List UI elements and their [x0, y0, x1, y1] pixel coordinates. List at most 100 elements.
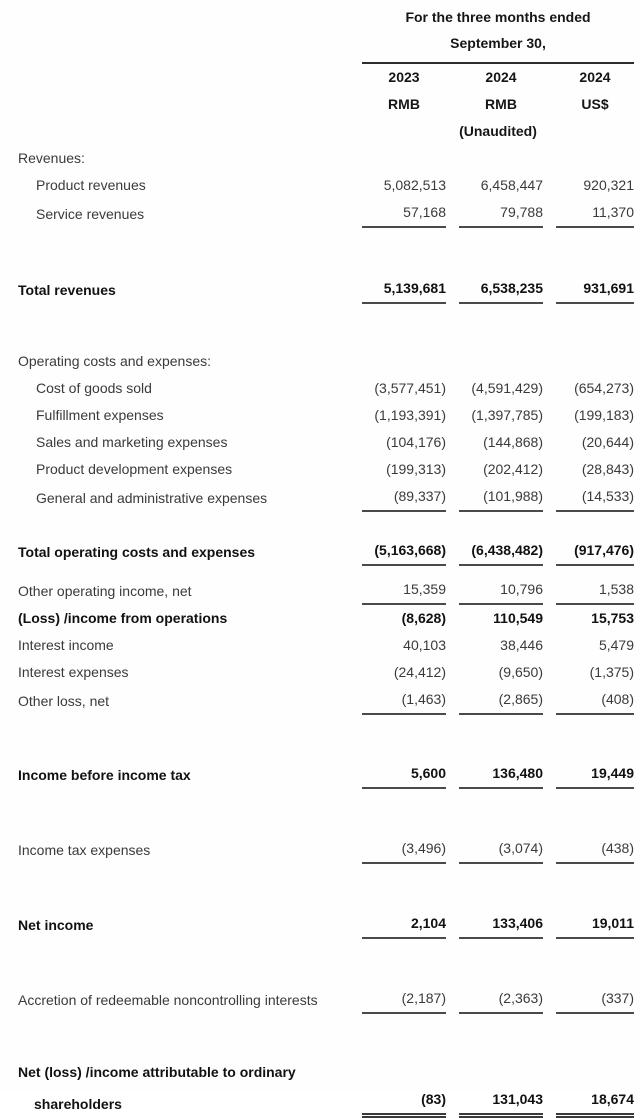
table-row: Total operating costs and expenses (5,16… — [18, 537, 634, 566]
table-row: General and administrative expenses (89,… — [18, 483, 634, 512]
value-cell-2024-rmb: (101,988) — [459, 483, 543, 512]
row-spacer — [18, 864, 634, 910]
table-row: Total revenues 5,139,681 6,538,235 931,6… — [18, 275, 634, 304]
value-cell-2024-usd: 19,011 — [556, 910, 634, 939]
row-label: Fulfillment expenses — [36, 407, 164, 423]
row-label: Interest income — [18, 637, 114, 653]
value-cell-2023-rmb: (5,163,668) — [362, 537, 446, 566]
table-row: Product revenues 5,082,513 6,458,447 920… — [18, 172, 634, 199]
period-header: For the three months ended September 30, — [362, 4, 634, 64]
table-row: (Loss) /income from operations (8,628) 1… — [18, 605, 634, 632]
table-row: Income before income tax 5,600 136,480 1… — [18, 760, 634, 789]
value-cell-2024-rmb: (6,438,482) — [459, 537, 543, 566]
row-spacer — [18, 1014, 634, 1059]
value-cell-2024-usd: (1,375) — [589, 664, 634, 680]
value-cell-2024-rmb: (4,591,429) — [471, 380, 543, 396]
row-label: Accretion of redeemable noncontrolling i… — [18, 992, 318, 1008]
table-row: Interest expenses (24,412) (9,650) (1,37… — [18, 659, 634, 686]
row-label: Net income — [18, 917, 94, 933]
row-label: Revenues: — [18, 150, 85, 166]
row-label: Other operating income, net — [18, 583, 192, 599]
column-year-2023: 2023 — [388, 69, 420, 85]
row-label: Operating costs and expenses: — [18, 353, 212, 369]
row-spacer — [18, 304, 634, 348]
table-row: Fulfillment expenses (1,193,391) (1,397,… — [18, 402, 634, 429]
year-header-row: 2023 2024 2024 — [18, 64, 634, 91]
table-row: Other operating income, net 15,359 10,79… — [18, 576, 634, 605]
table-row: Interest income 40,103 38,446 5,479 — [18, 632, 634, 659]
unaudited-note: (Unaudited) — [459, 123, 537, 139]
column-year-2024-rmb: 2024 — [485, 69, 517, 85]
table-row: Operating costs and expenses: — [18, 348, 634, 375]
column-currency-rmb-2: RMB — [485, 96, 517, 112]
column-currency-rmb-1: RMB — [388, 96, 420, 112]
value-cell-2024-usd: (337) — [556, 985, 634, 1014]
value-cell-2023-rmb: 40,103 — [403, 637, 446, 653]
value-cell-2024-usd: (438) — [556, 835, 634, 864]
row-spacer — [18, 512, 634, 537]
table-body: Revenues: Product revenues 5,082,513 6,4… — [18, 145, 634, 1118]
value-cell-2023-rmb: 5,082,513 — [383, 177, 446, 193]
value-cell-2023-rmb: 5,600 — [362, 760, 446, 789]
value-cell-2024-rmb: 136,480 — [459, 760, 543, 789]
row-label: Cost of goods sold — [36, 380, 152, 396]
value-cell-2024-rmb: (1,397,785) — [471, 407, 543, 423]
table-row: Product development expenses (199,313) (… — [18, 456, 634, 483]
value-cell-2023-rmb: (89,337) — [362, 483, 446, 512]
value-cell-2024-usd: (20,644) — [581, 434, 634, 450]
row-spacer — [18, 789, 634, 835]
value-cell-2024-rmb: (2,865) — [459, 686, 543, 715]
income-statement: For the three months ended September 30,… — [18, 4, 634, 1118]
value-cell-2024-rmb: 133,406 — [459, 910, 543, 939]
row-label: Net (loss) /income attributable to ordin… — [18, 1064, 296, 1080]
value-cell-2023-rmb: (199,313) — [386, 461, 446, 477]
column-currency-usd: US$ — [581, 96, 609, 112]
value-cell-2024-usd: (199,183) — [574, 407, 634, 423]
row-label: Sales and marketing expenses — [36, 434, 228, 450]
table-row: Service revenues 57,168 79,788 11,370 — [18, 199, 634, 228]
value-cell-2024-rmb: (202,412) — [483, 461, 543, 477]
row-label: (Loss) /income from operations — [18, 610, 228, 626]
value-cell-2024-usd: (14,533) — [556, 483, 634, 512]
value-cell-2024-usd: 1,538 — [556, 576, 634, 605]
value-cell-2024-usd: 920,321 — [583, 177, 634, 193]
row-spacer — [18, 566, 634, 576]
value-cell-2024-usd: (28,843) — [581, 461, 634, 477]
table-row: Other loss, net (1,463) (2,865) (408) — [18, 686, 634, 715]
row-label: Interest expenses — [18, 664, 129, 680]
table-row: Cost of goods sold (3,577,451) (4,591,42… — [18, 375, 634, 402]
value-cell-2023-rmb: 57,168 — [362, 199, 446, 228]
value-cell-2024-rmb: 10,796 — [459, 576, 543, 605]
value-cell-2024-usd: 15,753 — [591, 610, 634, 626]
table-row: Accretion of redeemable noncontrolling i… — [18, 985, 634, 1014]
value-cell-2024-usd: 19,449 — [556, 760, 634, 789]
row-label: Product development expenses — [36, 461, 233, 477]
row-label: Income before income tax — [18, 767, 191, 783]
value-cell-2024-rmb: (9,650) — [498, 664, 543, 680]
row-label: General and administrative expenses — [36, 490, 268, 506]
row-label: Income tax expenses — [18, 842, 151, 858]
table-row: Sales and marketing expenses (104,176) (… — [18, 429, 634, 456]
value-cell-2023-rmb: (3,496) — [362, 835, 446, 864]
value-cell-2023-rmb: (1,193,391) — [374, 407, 446, 423]
row-label: Total operating costs and expenses — [18, 544, 256, 560]
column-year-2024-usd: 2024 — [579, 69, 611, 85]
value-cell-2023-rmb: 5,139,681 — [362, 275, 446, 304]
value-cell-2023-rmb: (1,463) — [362, 686, 446, 715]
row-spacer — [18, 715, 634, 760]
value-cell-2024-usd: (408) — [556, 686, 634, 715]
value-cell-2024-rmb: 79,788 — [459, 199, 543, 228]
value-cell-2024-rmb: 6,538,235 — [459, 275, 543, 304]
value-cell-2024-rmb: 38,446 — [500, 637, 543, 653]
row-spacer — [18, 939, 634, 985]
value-cell-2023-rmb: (3,577,451) — [374, 380, 446, 396]
value-cell-2024-usd: 931,691 — [556, 275, 634, 304]
row-label: shareholders — [34, 1096, 122, 1112]
row-label: Product revenues — [36, 177, 146, 193]
value-cell-2024-usd: (917,476) — [556, 537, 634, 566]
currency-header-row: RMB RMB US$ — [18, 91, 634, 118]
period-line1: For the three months ended — [405, 9, 591, 25]
value-cell-2024-usd: (654,273) — [574, 380, 634, 396]
value-cell-2024-rmb: 6,458,447 — [480, 177, 543, 193]
value-cell-2023-rmb: (2,187) — [362, 985, 446, 1014]
